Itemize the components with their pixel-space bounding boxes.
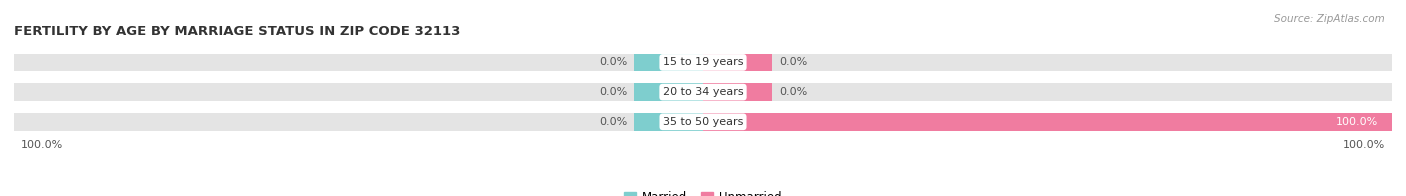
Bar bbox=[634, 113, 703, 131]
Bar bbox=[634, 83, 703, 101]
Text: 0.0%: 0.0% bbox=[599, 87, 627, 97]
Bar bbox=[14, 54, 1392, 71]
Bar bbox=[703, 83, 772, 101]
Text: 100.0%: 100.0% bbox=[21, 140, 63, 150]
Text: 100.0%: 100.0% bbox=[1343, 140, 1385, 150]
Text: 100.0%: 100.0% bbox=[1336, 117, 1378, 127]
Bar bbox=[703, 113, 1406, 131]
Text: 20 to 34 years: 20 to 34 years bbox=[662, 87, 744, 97]
Text: 35 to 50 years: 35 to 50 years bbox=[662, 117, 744, 127]
Legend: Married, Unmarried: Married, Unmarried bbox=[620, 186, 786, 196]
Bar bbox=[14, 113, 1392, 131]
Bar bbox=[703, 54, 772, 71]
Text: 0.0%: 0.0% bbox=[779, 87, 807, 97]
Text: 0.0%: 0.0% bbox=[599, 57, 627, 67]
Text: 0.0%: 0.0% bbox=[779, 57, 807, 67]
Text: 15 to 19 years: 15 to 19 years bbox=[662, 57, 744, 67]
Bar bbox=[14, 83, 1392, 101]
Text: FERTILITY BY AGE BY MARRIAGE STATUS IN ZIP CODE 32113: FERTILITY BY AGE BY MARRIAGE STATUS IN Z… bbox=[14, 25, 460, 38]
Text: 0.0%: 0.0% bbox=[599, 117, 627, 127]
Text: Source: ZipAtlas.com: Source: ZipAtlas.com bbox=[1274, 14, 1385, 24]
Bar bbox=[634, 54, 703, 71]
